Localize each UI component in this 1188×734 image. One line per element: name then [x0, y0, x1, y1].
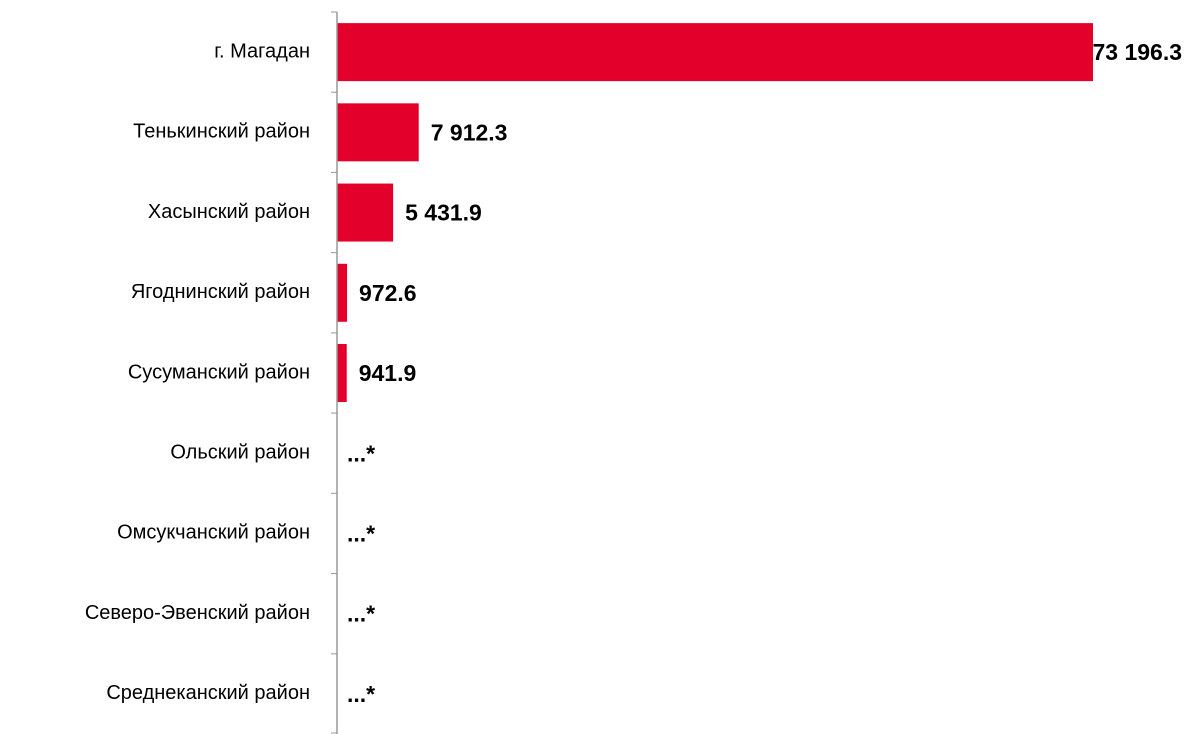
- value-label: 73 196.3: [1092, 39, 1182, 65]
- bar: [337, 23, 1093, 82]
- y-tick-label: Ольский район: [170, 442, 310, 464]
- bar: [337, 263, 348, 322]
- bar: [337, 183, 394, 242]
- value-label: ...*: [347, 521, 375, 547]
- y-tick-label: Северо-Эвенский район: [85, 602, 310, 624]
- value-label: 5 431.9: [405, 200, 482, 226]
- value-label: 941.9: [359, 360, 417, 386]
- y-tick-label: Среднеканский район: [106, 682, 310, 704]
- value-label: ...*: [347, 681, 375, 707]
- value-label: ...*: [347, 440, 375, 466]
- y-tick-label: Сусуманский район: [128, 361, 310, 383]
- y-tick-label: г. Магадан: [214, 40, 310, 62]
- bar: [337, 103, 419, 162]
- y-tick-label: Ягоднинский район: [131, 281, 310, 303]
- value-label: ...*: [347, 601, 375, 627]
- y-tick-label: Тенькинский район: [133, 121, 310, 143]
- y-tick-label: Омсукчанский район: [117, 522, 310, 544]
- value-label: 7 912.3: [431, 119, 508, 145]
- y-tick-label: Хасынский район: [148, 201, 310, 223]
- bar: [337, 344, 347, 402]
- value-label: 972.6: [359, 280, 417, 306]
